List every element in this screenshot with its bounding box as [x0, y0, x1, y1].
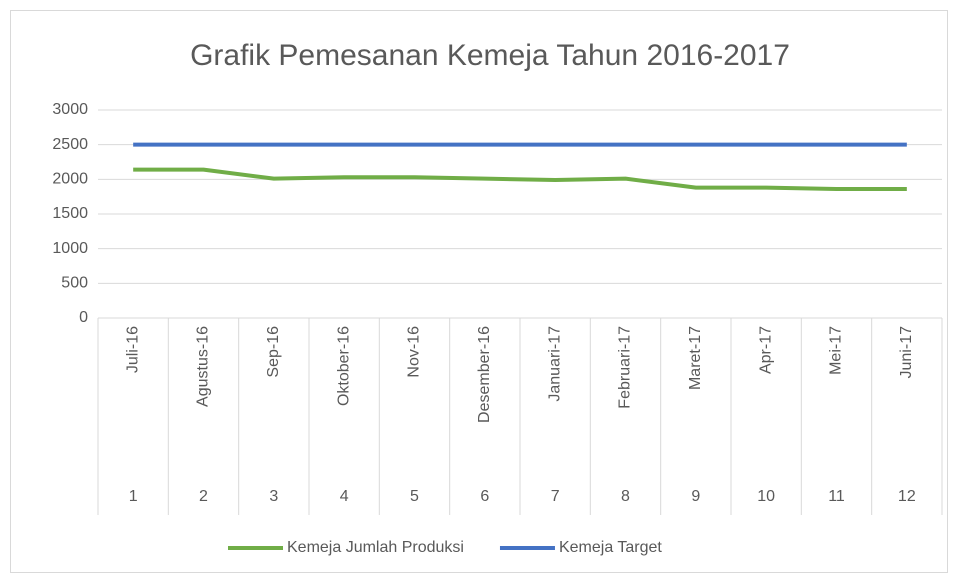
x-tick-number: 1 — [129, 488, 138, 505]
x-tick-label: Juni-17 — [898, 326, 915, 379]
x-tick-number: 10 — [757, 488, 775, 505]
x-tick-label: Juli-16 — [124, 326, 141, 373]
x-tick-number: 8 — [621, 488, 630, 505]
x-tick-label: Januari-17 — [546, 326, 563, 402]
y-tick-label: 2500 — [52, 136, 88, 153]
x-tick-number: 4 — [340, 488, 349, 505]
x-tick-number: 2 — [199, 488, 208, 505]
legend-label: Kemeja Jumlah Produksi — [287, 539, 464, 556]
y-tick-label: 1500 — [52, 205, 88, 222]
chart-border — [10, 10, 948, 573]
x-tick-number: 12 — [898, 488, 916, 505]
x-tick-label: Mei-17 — [828, 326, 845, 375]
x-tick-number: 6 — [480, 488, 489, 505]
y-tick-label: 1000 — [52, 240, 88, 257]
x-tick-number: 11 — [828, 488, 845, 505]
x-tick-label: Sep-16 — [265, 326, 282, 378]
y-tick-label: 3000 — [52, 101, 88, 118]
x-tick-label: Apr-17 — [757, 326, 774, 374]
legend-label: Kemeja Target — [559, 539, 662, 556]
x-tick-number: 3 — [269, 488, 278, 505]
chart-title: Grafik Pemesanan Kemeja Tahun 2016-2017 — [190, 39, 790, 72]
x-tick-label: Oktober-16 — [335, 326, 352, 406]
x-tick-label: Agustus-16 — [195, 326, 212, 407]
x-tick-number: 9 — [691, 488, 700, 505]
x-tick-number: 7 — [551, 488, 560, 505]
y-tick-label: 0 — [79, 309, 88, 326]
x-tick-number: 5 — [410, 488, 419, 505]
x-tick-label: Februari-17 — [617, 326, 634, 409]
y-tick-label: 500 — [61, 275, 88, 292]
x-tick-label: Nov-16 — [406, 326, 423, 378]
x-tick-label: Maret-17 — [687, 326, 704, 390]
y-tick-label: 2000 — [52, 171, 88, 188]
x-tick-label: Desember-16 — [476, 326, 493, 423]
series-line — [133, 167, 907, 192]
